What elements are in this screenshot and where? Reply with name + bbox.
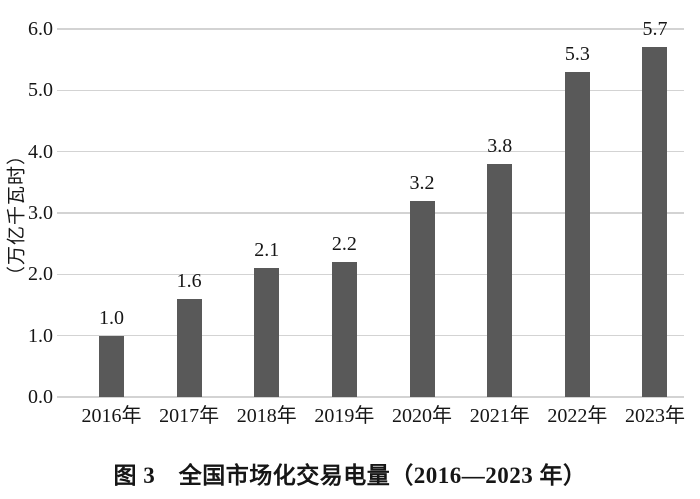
x-tick-label: 2020年 — [392, 405, 453, 427]
bar — [331, 262, 357, 397]
y-tick-label: 3.0 — [28, 202, 53, 224]
gridline — [57, 89, 684, 92]
bar — [254, 268, 280, 397]
gridline — [57, 396, 684, 398]
x-tick-label: 2023年 — [624, 405, 685, 427]
gridline — [57, 273, 684, 276]
x-tick-label: 2021年 — [469, 405, 530, 427]
gridline — [57, 28, 684, 30]
bar-value-label: 3.2 — [409, 171, 435, 194]
bar-value-label: 1.0 — [99, 306, 124, 329]
y-tick-label: 0.0 — [28, 386, 53, 408]
gridline — [57, 334, 684, 337]
bar-value-label: 1.6 — [176, 269, 202, 292]
gridline — [57, 150, 684, 153]
y-tick-label: 6.0 — [28, 18, 53, 40]
bar-value-label: 3.8 — [487, 134, 513, 157]
bar-value-label: 5.7 — [642, 18, 668, 41]
y-tick-label: 2.0 — [28, 263, 53, 286]
bar-value-label: 2.2 — [331, 233, 357, 256]
y-tick-label: 1.0 — [28, 324, 53, 347]
x-tick-label: 2018年 — [236, 405, 297, 427]
bar — [176, 298, 202, 397]
y-tick-label: 5.0 — [28, 79, 53, 102]
chart-caption: 图 3 全国市场化交易电量（2016—2023 年） — [113, 463, 587, 488]
bar — [487, 163, 513, 397]
bar — [409, 200, 435, 397]
bar — [642, 47, 668, 397]
x-tick-label: 2022年 — [547, 405, 608, 427]
x-tick-label: 2017年 — [159, 405, 220, 427]
bar-value-label: 2.1 — [254, 239, 280, 262]
bar — [564, 71, 590, 397]
y-tick-label: 4.0 — [28, 140, 53, 163]
x-tick-label: 2016年 — [81, 405, 142, 427]
bar — [99, 335, 124, 397]
bar-value-label: 5.3 — [564, 42, 590, 65]
x-tick-label: 2019年 — [314, 405, 375, 427]
gridline — [57, 212, 684, 214]
